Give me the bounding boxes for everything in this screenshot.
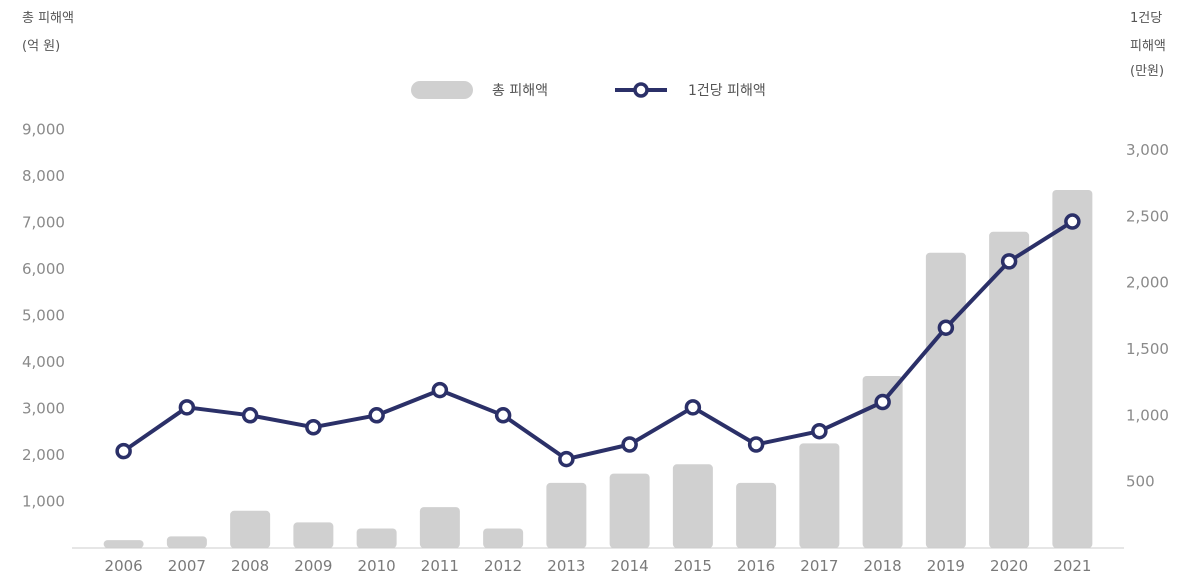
left-tick-label: 4,000 [22, 353, 65, 371]
line-point-2018 [874, 393, 891, 411]
line-point-2019 [937, 319, 955, 336]
x-tick-label: 2009 [294, 557, 332, 575]
right-tick-label: 500 [1126, 473, 1155, 491]
right-axis-ticks: 500 1,000 1,500 2,000 2,500 3,000 [1126, 141, 1169, 491]
axis-titles: 총 피해액 (억 원) 1건당 피해액 (만원) [22, 11, 1166, 79]
left-tick-label: 6,000 [22, 260, 65, 278]
left-tick-label: 9,000 [22, 121, 65, 139]
x-tick-label: 2019 [927, 557, 965, 575]
bar-2012 [483, 528, 524, 548]
line-point-2013 [558, 450, 575, 468]
bar-2009 [293, 522, 334, 548]
bar-2020 [989, 231, 1030, 549]
x-tick-label: 2015 [674, 557, 712, 575]
bar-2014 [609, 473, 650, 548]
line-point-2014 [621, 436, 638, 453]
x-tick-label: 2012 [484, 557, 522, 575]
bar-2018 [862, 375, 903, 548]
left-tick-label: 5,000 [22, 307, 65, 325]
line-point-2020 [1000, 253, 1018, 270]
right-tick-label: 1,000 [1126, 406, 1169, 424]
bar-2008 [230, 510, 271, 548]
x-tick-label: 2010 [358, 557, 396, 575]
x-tick-label: 2021 [1053, 557, 1091, 575]
right-axis-title-line3: (만원) [1130, 64, 1164, 79]
x-tick-label: 2011 [421, 557, 459, 575]
left-axis-ticks: 1,000 2,000 3,000 4,000 5,000 6,000 7,000 8,000… [22, 121, 65, 511]
bar-2021 [1052, 189, 1093, 548]
line-point-2010 [368, 407, 385, 424]
x-tick-label: 2018 [864, 557, 902, 575]
line-point-2011 [431, 381, 449, 399]
x-tick-label: 2013 [547, 557, 585, 575]
right-tick-label: 3,000 [1126, 141, 1169, 159]
right-tick-label: 2,000 [1126, 274, 1169, 292]
x-axis-labels: 2006 2007 2008 2009 2010 2011 2012 2013 2014 2015… [105, 557, 1092, 575]
per-case-damage-line [121, 219, 1075, 462]
bar-2015 [672, 464, 713, 548]
right-tick-label: 1,500 [1126, 340, 1169, 358]
right-axis-title-line2: 피해액 [1130, 39, 1166, 54]
bar-2010 [356, 528, 397, 548]
line-series [115, 213, 1081, 468]
bar-2017 [799, 443, 840, 548]
right-axis-title-line1: 1건당 [1130, 11, 1162, 26]
x-tick-label: 2006 [105, 557, 143, 575]
left-axis-title-line1: 총 피해액 [22, 11, 74, 26]
legend-label-per-case-damage: 1건당 피해액 [688, 83, 766, 99]
right-tick-label: 2,500 [1126, 207, 1169, 225]
left-tick-label: 7,000 [22, 214, 65, 232]
bar-series [103, 189, 1093, 549]
legend-label-total-damage: 총 피해액 [492, 83, 548, 99]
bar-2007 [166, 536, 207, 548]
bar-2011 [419, 507, 460, 548]
legend-marker-swatch [633, 82, 649, 98]
left-axis-title-line2: (억 원) [22, 39, 60, 54]
legend-bar-swatch [411, 81, 473, 99]
line-point-2016 [747, 436, 765, 453]
bar-2016 [736, 482, 777, 548]
bar-2006 [103, 540, 144, 548]
line-point-2007 [178, 399, 196, 416]
left-tick-label: 1,000 [22, 493, 65, 511]
left-tick-label: 3,000 [22, 400, 65, 418]
line-point-2021 [1064, 213, 1081, 230]
line-point-2015 [684, 399, 702, 416]
line-point-2017 [811, 422, 828, 440]
left-tick-label: 8,000 [22, 167, 65, 185]
x-tick-label: 2017 [800, 557, 838, 575]
bar-2019 [925, 252, 966, 548]
x-tick-label: 2007 [168, 557, 206, 575]
left-tick-label: 2,000 [22, 446, 65, 464]
line-point-2012 [494, 407, 512, 424]
x-tick-label: 2020 [990, 557, 1028, 575]
bar-2013 [546, 482, 587, 548]
line-point-2008 [241, 407, 259, 424]
legend: 총 피해액 1건당 피해액 [411, 81, 766, 99]
x-tick-label: 2014 [611, 557, 649, 575]
x-tick-label: 2008 [231, 557, 269, 575]
x-tick-label: 2016 [737, 557, 775, 575]
line-point-2006 [115, 442, 132, 460]
line-point-2009 [305, 418, 322, 436]
